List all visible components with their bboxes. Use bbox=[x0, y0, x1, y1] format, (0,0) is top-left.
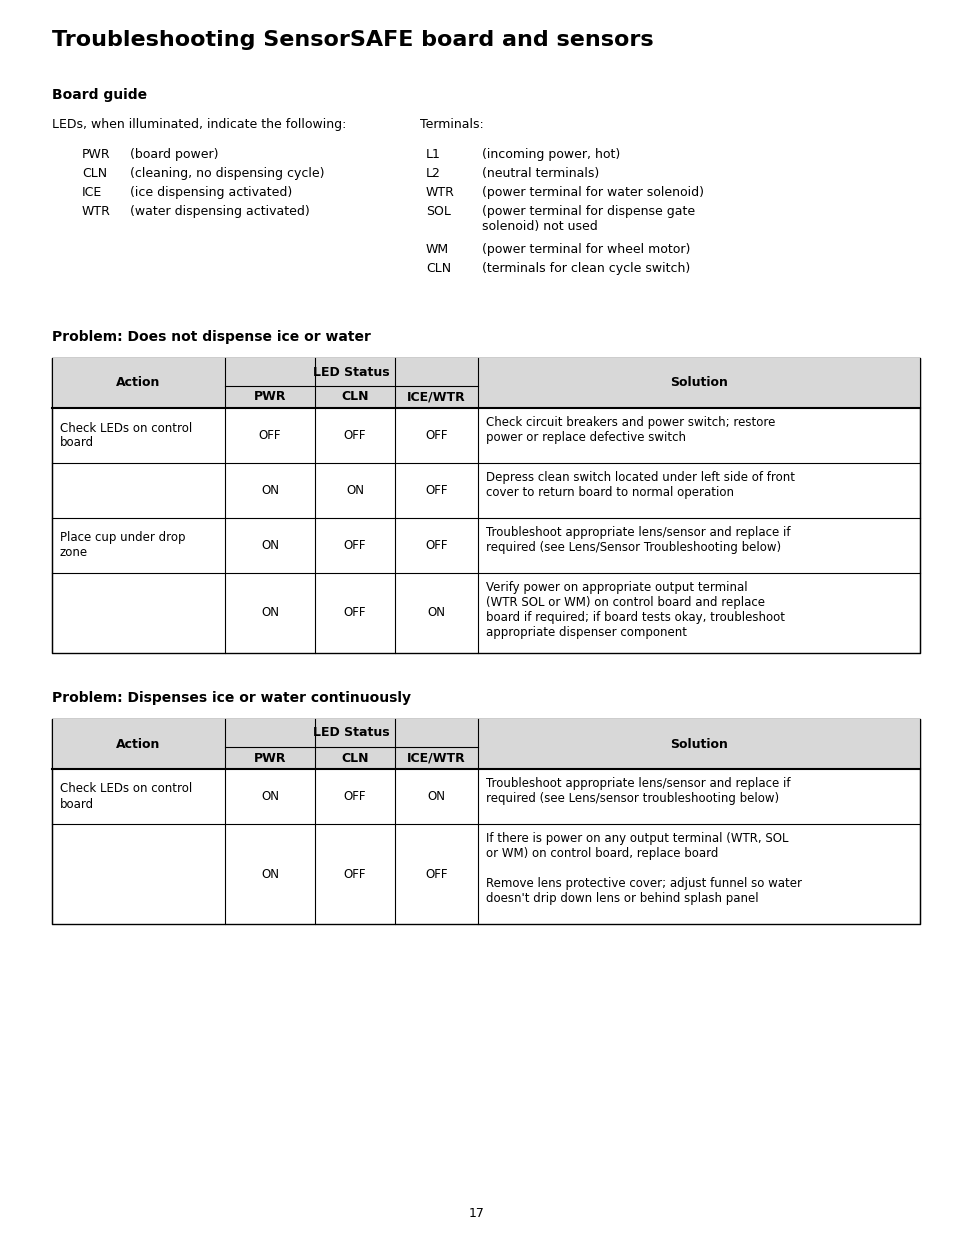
Text: Problem: Does not dispense ice or water: Problem: Does not dispense ice or water bbox=[52, 330, 371, 345]
Text: Terminals:: Terminals: bbox=[419, 119, 483, 131]
Bar bbox=[52, 358, 919, 408]
Text: OFF: OFF bbox=[425, 538, 447, 552]
Text: (ice dispensing activated): (ice dispensing activated) bbox=[130, 186, 292, 199]
Text: OFF: OFF bbox=[343, 538, 366, 552]
Text: OFF: OFF bbox=[343, 867, 366, 881]
Text: ON: ON bbox=[346, 484, 364, 496]
Text: CLN: CLN bbox=[341, 752, 369, 764]
Text: (neutral terminals): (neutral terminals) bbox=[481, 167, 598, 180]
Text: Check LEDs on control
board: Check LEDs on control board bbox=[60, 783, 193, 810]
Text: (power terminal for water solenoid): (power terminal for water solenoid) bbox=[481, 186, 703, 199]
Text: Action: Action bbox=[116, 377, 160, 389]
Bar bbox=[52, 358, 919, 653]
Text: ON: ON bbox=[427, 790, 445, 803]
Bar bbox=[52, 719, 919, 769]
Text: ICE/WTR: ICE/WTR bbox=[407, 752, 465, 764]
Text: CLN: CLN bbox=[341, 390, 369, 404]
Text: (terminals for clean cycle switch): (terminals for clean cycle switch) bbox=[481, 262, 690, 275]
Text: WTR: WTR bbox=[426, 186, 455, 199]
Text: ON: ON bbox=[261, 606, 278, 620]
Text: OFF: OFF bbox=[425, 867, 447, 881]
Text: LEDs, when illuminated, indicate the following:: LEDs, when illuminated, indicate the fol… bbox=[52, 119, 346, 131]
Text: OFF: OFF bbox=[343, 790, 366, 803]
Text: L1: L1 bbox=[426, 148, 440, 161]
Text: OFF: OFF bbox=[343, 429, 366, 442]
Text: ON: ON bbox=[261, 867, 278, 881]
Text: 17: 17 bbox=[469, 1207, 484, 1220]
Text: OFF: OFF bbox=[425, 429, 447, 442]
Text: Solution: Solution bbox=[669, 377, 727, 389]
Text: L2: L2 bbox=[426, 167, 440, 180]
Text: WM: WM bbox=[426, 243, 449, 256]
Text: ICE/WTR: ICE/WTR bbox=[407, 390, 465, 404]
Text: PWR: PWR bbox=[82, 148, 111, 161]
Text: CLN: CLN bbox=[82, 167, 107, 180]
Text: ON: ON bbox=[261, 790, 278, 803]
Text: SOL: SOL bbox=[426, 205, 451, 219]
Text: Place cup under drop
zone: Place cup under drop zone bbox=[60, 531, 185, 559]
Text: ON: ON bbox=[427, 606, 445, 620]
Text: OFF: OFF bbox=[425, 484, 447, 496]
Text: ICE: ICE bbox=[82, 186, 102, 199]
Text: (water dispensing activated): (water dispensing activated) bbox=[130, 205, 310, 219]
Text: Troubleshooting SensorSAFE board and sensors: Troubleshooting SensorSAFE board and sen… bbox=[52, 30, 653, 49]
Text: (incoming power, hot): (incoming power, hot) bbox=[481, 148, 619, 161]
Text: ON: ON bbox=[261, 538, 278, 552]
Text: OFF: OFF bbox=[343, 606, 366, 620]
Text: Troubleshoot appropriate lens/sensor and replace if
required (see Lens/Sensor Tr: Troubleshoot appropriate lens/sensor and… bbox=[485, 526, 790, 555]
Text: LED Status: LED Status bbox=[313, 366, 390, 378]
Text: Check LEDs on control
board: Check LEDs on control board bbox=[60, 421, 193, 450]
Bar bbox=[52, 719, 919, 924]
Text: OFF: OFF bbox=[258, 429, 281, 442]
Text: Verify power on appropriate output terminal
(WTR SOL or WM) on control board and: Verify power on appropriate output termi… bbox=[485, 580, 784, 638]
Text: Problem: Dispenses ice or water continuously: Problem: Dispenses ice or water continuo… bbox=[52, 692, 411, 705]
Text: ON: ON bbox=[261, 484, 278, 496]
Text: Troubleshoot appropriate lens/sensor and replace if
required (see Lens/sensor tr: Troubleshoot appropriate lens/sensor and… bbox=[485, 777, 790, 805]
Text: (power terminal for wheel motor): (power terminal for wheel motor) bbox=[481, 243, 690, 256]
Text: Solution: Solution bbox=[669, 737, 727, 751]
Text: PWR: PWR bbox=[253, 390, 286, 404]
Text: Depress clean switch located under left side of front
cover to return board to n: Depress clean switch located under left … bbox=[485, 471, 794, 499]
Text: CLN: CLN bbox=[426, 262, 451, 275]
Text: WTR: WTR bbox=[82, 205, 111, 219]
Text: (power terminal for dispense gate
solenoid) not used: (power terminal for dispense gate soleno… bbox=[481, 205, 695, 233]
Text: (board power): (board power) bbox=[130, 148, 218, 161]
Text: Check circuit breakers and power switch; restore
power or replace defective swit: Check circuit breakers and power switch;… bbox=[485, 416, 775, 445]
Text: If there is power on any output terminal (WTR, SOL
or WM) on control board, repl: If there is power on any output terminal… bbox=[485, 832, 801, 905]
Text: PWR: PWR bbox=[253, 752, 286, 764]
Text: Action: Action bbox=[116, 737, 160, 751]
Text: Board guide: Board guide bbox=[52, 88, 147, 103]
Text: LED Status: LED Status bbox=[313, 726, 390, 740]
Text: (cleaning, no dispensing cycle): (cleaning, no dispensing cycle) bbox=[130, 167, 324, 180]
